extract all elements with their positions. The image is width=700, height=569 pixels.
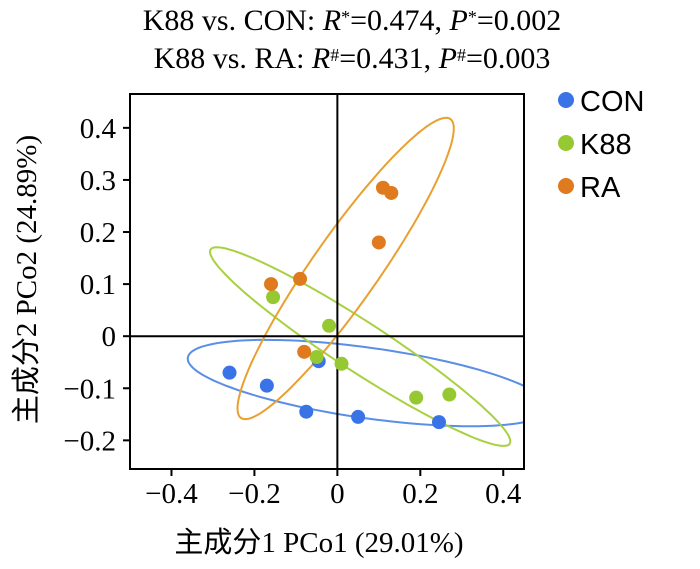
x-tick-label: 0	[330, 478, 345, 510]
point-con	[259, 378, 274, 393]
x-axis-title: 主成分1 PCo1 (29.01%)	[174, 526, 463, 559]
legend-label-k88: K88	[580, 129, 632, 161]
title-line-2: K88 vs. RA: R#=0.431, P#=0.003	[154, 42, 551, 75]
point-k88	[266, 290, 281, 305]
title-segment: P	[438, 42, 457, 75]
point-k88	[309, 350, 324, 365]
point-con	[431, 415, 446, 430]
y-tick-label: 0.2	[80, 217, 116, 249]
point-k88	[409, 390, 424, 405]
confidence-ellipses	[186, 116, 524, 447]
title-segment: *	[468, 7, 477, 27]
ellipse-ra	[236, 116, 455, 421]
title-segment: *	[341, 7, 350, 27]
title-segment: K88 vs. RA:	[154, 42, 312, 75]
title-segment: P	[449, 4, 468, 37]
point-ra	[297, 344, 312, 359]
point-k88	[322, 318, 337, 333]
legend-marker-k88	[558, 135, 574, 151]
ellipse-con	[186, 338, 524, 428]
title-segment: K88 vs. CON:	[143, 4, 323, 37]
title-segment: R	[311, 42, 330, 75]
legend: CON K88 RA	[558, 86, 644, 204]
legend-marker-ra	[558, 178, 574, 194]
x-tick-label: 0.2	[402, 478, 438, 510]
title-segment: =0.003	[466, 42, 550, 75]
point-k88	[334, 356, 349, 371]
x-axis-ticks: −0.4 −0.2 0 0.2 0.4	[145, 469, 522, 510]
point-con	[299, 404, 314, 419]
point-ra	[371, 235, 386, 250]
plot-area-frame	[129, 93, 525, 470]
data-points	[222, 180, 457, 430]
legend-label-con: CON	[580, 86, 644, 118]
title-segment: =0.002	[477, 4, 561, 37]
point-ra	[293, 271, 308, 286]
title-line-1: K88 vs. CON: R*=0.474, P*=0.002	[143, 4, 562, 37]
y-axis-ticks: −0.2 −0.1 0 0.1 0.2 0.3 0.4	[63, 113, 130, 457]
point-ra	[384, 185, 399, 200]
point-ra	[264, 277, 279, 292]
title-segment: #	[330, 45, 339, 65]
point-con	[222, 365, 237, 380]
x-tick-label: −0.2	[228, 478, 281, 510]
ellipse-k88	[208, 246, 512, 447]
y-tick-label: −0.1	[63, 373, 116, 405]
y-tick-label: 0.4	[80, 113, 117, 145]
point-k88	[442, 387, 457, 402]
legend-label-ra: RA	[580, 172, 621, 204]
point-con	[351, 409, 366, 424]
y-tick-label: 0.3	[80, 165, 116, 197]
title-segment: #	[457, 45, 466, 65]
y-axis-title: 主成分2 PCo2 (24.89%)	[10, 135, 43, 424]
zero-reference-lines	[130, 94, 524, 469]
title-segment: =0.474,	[350, 4, 449, 37]
y-tick-label: −0.2	[63, 425, 116, 457]
legend-marker-con	[558, 92, 574, 108]
x-tick-label: 0.4	[485, 478, 522, 510]
x-tick-label: −0.4	[145, 478, 198, 510]
title-segment: =0.431,	[339, 42, 438, 75]
y-tick-label: 0	[102, 321, 117, 353]
title-segment: R	[322, 4, 341, 37]
y-tick-label: 0.1	[80, 269, 116, 301]
